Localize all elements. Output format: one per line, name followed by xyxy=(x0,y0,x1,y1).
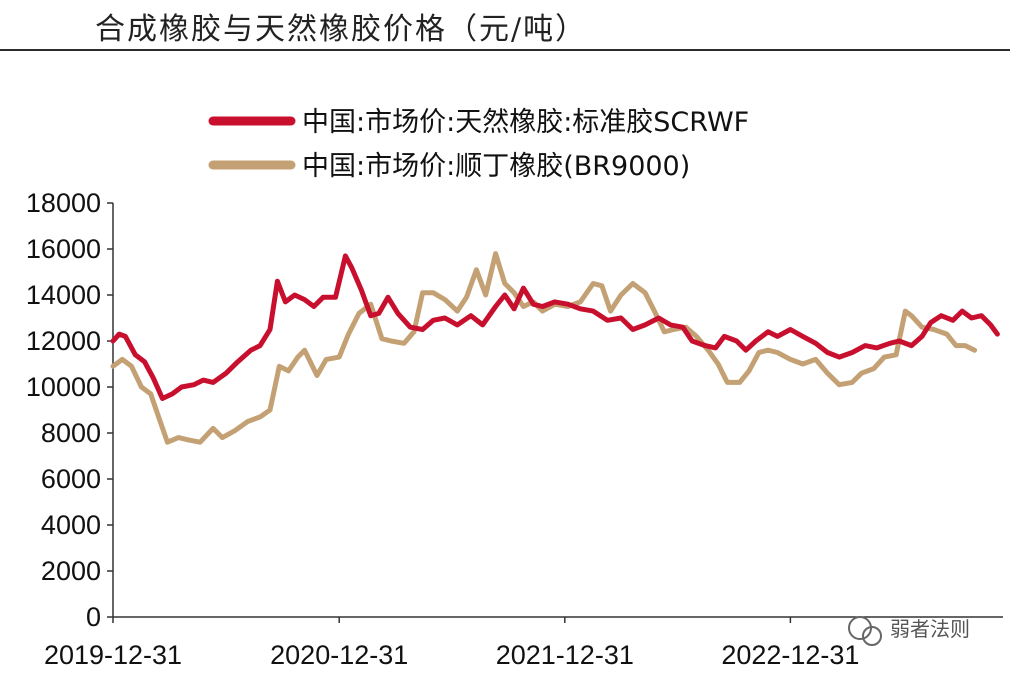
y-tick-label: 12000 xyxy=(26,326,101,356)
y-tick-label: 16000 xyxy=(26,234,101,264)
y-tick-label: 6000 xyxy=(41,464,101,494)
wechat-icon-bubble xyxy=(862,626,882,646)
x-tick-label: 2020-12-31 xyxy=(270,640,408,670)
y-tick-label: 14000 xyxy=(26,280,101,310)
x-tick-label: 2022-12-31 xyxy=(721,640,859,670)
x-tick-label: 2019-12-31 xyxy=(44,640,182,670)
title-divider xyxy=(0,49,1010,51)
series-lines xyxy=(110,251,1000,445)
x-tick-label: 2021-12-31 xyxy=(496,640,634,670)
chart-title: 合成橡胶与天然橡胶价格（元/吨） xyxy=(95,12,588,47)
series-line-br9000 xyxy=(110,251,978,445)
y-tick-label: 2000 xyxy=(41,556,101,586)
y-tick-label: 10000 xyxy=(26,372,101,402)
y-tick-label: 0 xyxy=(86,602,101,632)
legend-label: 中国:市场价:顺丁橡胶(BR9000) xyxy=(302,151,690,182)
series-line-natural-rubber xyxy=(110,253,1000,401)
legend: 中国:市场价:天然橡胶:标准胶SCRWF 中国:市场价:顺丁橡胶(BR9000) xyxy=(208,107,749,182)
watermark-text: 弱者法则 xyxy=(890,617,970,641)
y-tick-label: 8000 xyxy=(41,418,101,448)
watermark-badge: 弱者法则 xyxy=(848,616,970,646)
legend-label: 中国:市场价:天然橡胶:标准胶SCRWF xyxy=(302,107,749,138)
chart-axes: 0 2000 4000 6000 8000 10000 12000 14000 16000 180… xyxy=(26,188,1003,670)
y-tick-label: 4000 xyxy=(41,510,101,540)
y-tick-label: 18000 xyxy=(26,188,101,218)
